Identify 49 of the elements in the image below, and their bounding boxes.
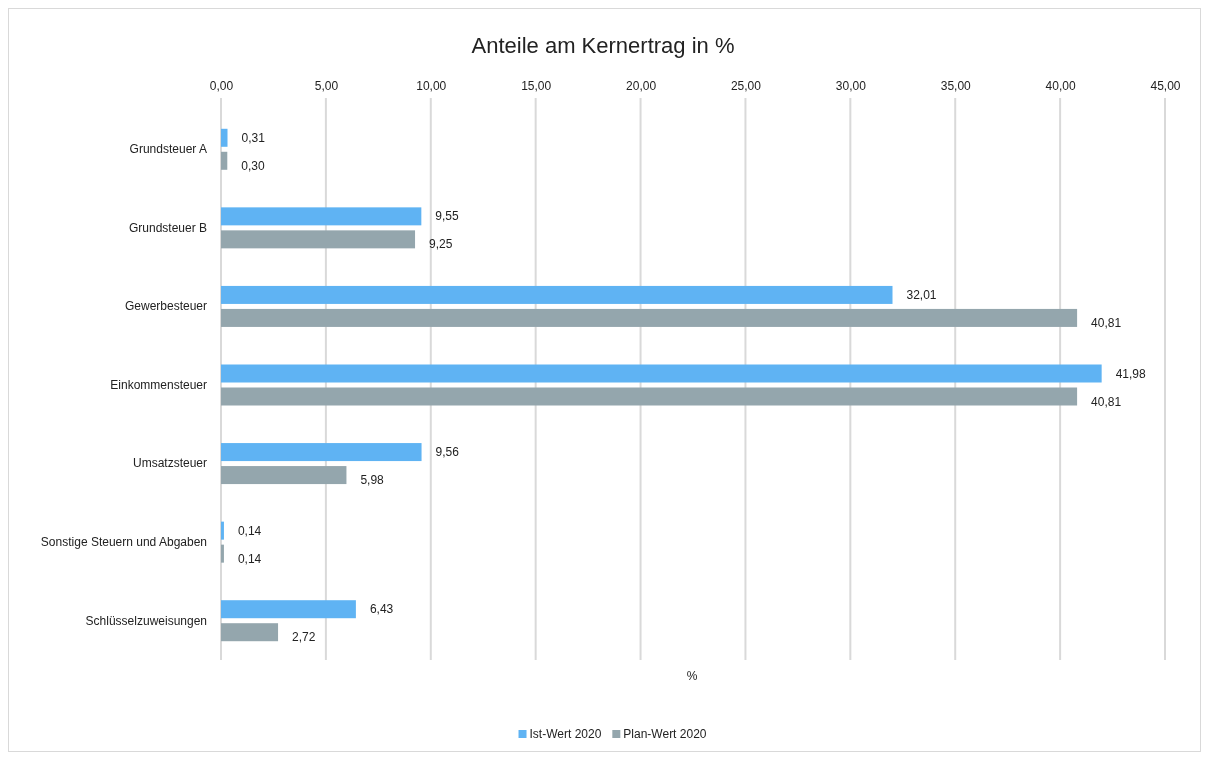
legend-label: Plan-Wert 2020 [623,727,707,741]
x-tick-label: 30,00 [835,79,867,93]
data-label: 9,25 [429,237,453,252]
x-axis-title: % [686,669,698,683]
y-tick-label: Umsatzsteuer [132,456,207,471]
x-tick-label: 0,00 [209,79,234,93]
bar [221,521,224,540]
x-tick-label: 15,00 [521,79,552,93]
bar [221,230,416,249]
x-tick-label: 20,00 [626,79,657,93]
x-tick-label: 35,00 [940,79,972,93]
x-tick-label: 40,00 [1045,79,1076,93]
legend-label: Ist-Wert 2020 [529,727,602,741]
data-label: 32,01 [906,287,937,302]
y-tick-label: Gewerbesteuer [124,299,207,314]
data-label: 5,98 [360,473,385,488]
bar [221,466,347,485]
x-tick-label: 10,00 [416,79,447,93]
data-label: 41,98 [1115,366,1146,381]
data-label: 9,55 [435,209,460,224]
data-label: 0,31 [241,130,266,145]
chart-title: Anteile am Kernertrag in % [471,33,735,58]
data-label: 6,43 [369,602,394,617]
bar [221,544,224,563]
y-tick-label: Einkommensteuer [110,377,207,392]
x-tick-label: 45,00 [1150,79,1181,93]
y-tick-label: Sonstige Steuern und Abgaben [40,534,207,549]
data-label: 0,30 [241,158,265,173]
data-label: 40,81 [1091,315,1122,330]
data-label: 0,14 [237,551,262,566]
bar [221,151,228,170]
bar [221,308,1078,327]
bar [221,443,422,462]
data-label: 0,14 [237,523,262,538]
data-label: 2,72 [292,630,316,645]
y-tick-label: Grundsteuer B [128,220,207,235]
data-label: 40,81 [1091,394,1122,409]
bar [221,285,893,304]
x-tick-label: 5,00 [314,79,339,93]
bar [221,600,356,619]
data-label: 9,56 [435,445,460,460]
y-tick-label: Schlüsselzuweisungen [85,613,207,628]
y-tick-label: Grundsteuer A [129,142,207,157]
bar [221,128,228,147]
bar [221,623,279,642]
bar [221,364,1102,383]
x-tick-label: 25,00 [730,79,762,93]
bar [221,207,422,226]
bar [221,387,1078,406]
